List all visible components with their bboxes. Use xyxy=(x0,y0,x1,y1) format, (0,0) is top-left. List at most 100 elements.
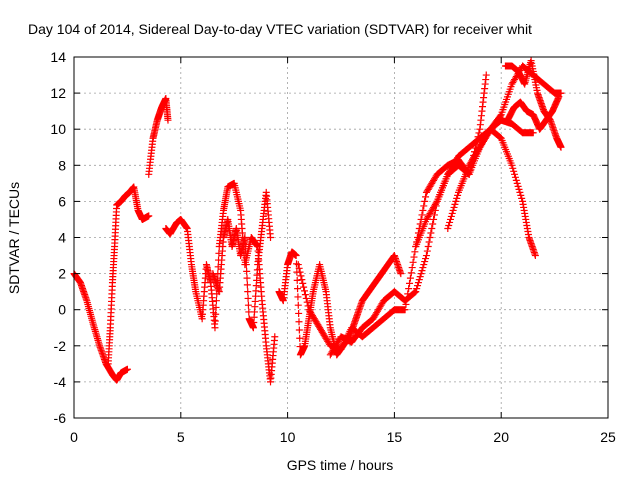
y-tick-label: 14 xyxy=(50,49,66,65)
data-point xyxy=(294,261,302,269)
data-point xyxy=(406,279,414,287)
data-point xyxy=(450,203,458,211)
data-point xyxy=(293,276,301,284)
data-point xyxy=(453,194,461,202)
y-tick-label: 10 xyxy=(50,121,66,137)
data-point xyxy=(410,253,418,261)
data-point xyxy=(242,247,250,255)
data-point xyxy=(296,268,304,276)
data-point xyxy=(531,252,539,260)
data-point xyxy=(513,179,521,187)
y-tick-label: 8 xyxy=(58,157,66,173)
data-point xyxy=(406,274,414,282)
data-point xyxy=(428,224,436,232)
data-point xyxy=(296,334,304,342)
data-point xyxy=(555,93,563,101)
data-point xyxy=(407,269,415,277)
data-point xyxy=(411,288,419,296)
data-point xyxy=(517,191,525,199)
data-point xyxy=(420,202,428,210)
data-point xyxy=(445,221,453,229)
x-tick-label: 10 xyxy=(280,429,296,445)
x-tick-label: 0 xyxy=(70,429,78,445)
y-axis-label: SDTVAR / TECUs xyxy=(6,182,22,294)
data-point xyxy=(408,264,416,272)
data-point xyxy=(512,176,520,184)
data-point xyxy=(511,173,519,181)
x-tick-label: 5 xyxy=(177,429,185,445)
data-point xyxy=(452,197,460,205)
y-tick-label: -4 xyxy=(54,374,67,390)
y-tick-label: 0 xyxy=(58,302,66,318)
data-point xyxy=(516,188,524,196)
data-point xyxy=(243,274,251,282)
data-point xyxy=(508,161,516,169)
data-point xyxy=(243,267,251,275)
data-point xyxy=(448,209,456,217)
data-point xyxy=(297,272,305,280)
data-point xyxy=(412,288,420,296)
x-tick-label: 25 xyxy=(600,429,616,445)
y-tick-label: -2 xyxy=(54,338,67,354)
data-point xyxy=(409,258,417,266)
chart-title: Day 104 of 2014, Sidereal Day-to-day VTE… xyxy=(28,21,532,37)
data-point xyxy=(295,318,303,326)
axis-ticks xyxy=(73,56,609,419)
data-point xyxy=(244,301,252,309)
data-point xyxy=(482,71,490,79)
data-point xyxy=(212,303,220,311)
data-point xyxy=(401,306,409,314)
data-point xyxy=(397,270,405,278)
data-point xyxy=(510,167,518,175)
data-point xyxy=(496,112,504,120)
data-point xyxy=(419,206,427,214)
data-point xyxy=(298,276,306,284)
y-tick-label: 12 xyxy=(50,85,66,101)
data-point xyxy=(411,248,419,256)
data-point xyxy=(302,294,310,302)
data-point xyxy=(244,288,252,296)
data-point xyxy=(429,220,437,228)
data-point xyxy=(414,282,422,290)
data-point xyxy=(164,116,172,124)
x-tick-label: 15 xyxy=(387,429,403,445)
data-point xyxy=(145,212,153,220)
data-point xyxy=(514,182,522,190)
data-point xyxy=(557,143,565,151)
data-point xyxy=(212,310,220,318)
data-point xyxy=(427,229,435,237)
data-point xyxy=(518,194,526,202)
data-point xyxy=(424,243,432,251)
y-tick-label: 6 xyxy=(58,193,66,209)
data-point xyxy=(418,211,426,219)
data-point xyxy=(405,285,413,293)
data-point xyxy=(241,234,249,241)
x-axis-label: GPS time / hours xyxy=(287,457,394,473)
data-point xyxy=(211,317,219,325)
y-tick-labels: -6 -4 -2 0 2 4 6 8 10 12 14 xyxy=(50,49,66,426)
data-point xyxy=(414,279,422,287)
data-point xyxy=(243,281,251,289)
data-point xyxy=(303,298,311,306)
data-point xyxy=(292,252,300,260)
data-point xyxy=(449,206,457,214)
data-point xyxy=(422,193,430,201)
data-point xyxy=(295,264,303,272)
data-point xyxy=(511,170,519,178)
data-point xyxy=(267,234,275,241)
data-point xyxy=(420,261,428,269)
data-point xyxy=(242,261,250,269)
data-point xyxy=(416,273,424,281)
data-point xyxy=(557,89,565,97)
x-tick-labels: 0 5 10 15 20 25 xyxy=(70,429,616,445)
data-point xyxy=(211,324,219,332)
data-point xyxy=(421,197,429,205)
data-point xyxy=(300,283,308,291)
data-point xyxy=(529,129,537,137)
data-point xyxy=(301,291,309,299)
grid-lines xyxy=(74,57,608,418)
data-point xyxy=(244,294,252,302)
data-point xyxy=(446,218,454,226)
data-point xyxy=(444,224,452,232)
